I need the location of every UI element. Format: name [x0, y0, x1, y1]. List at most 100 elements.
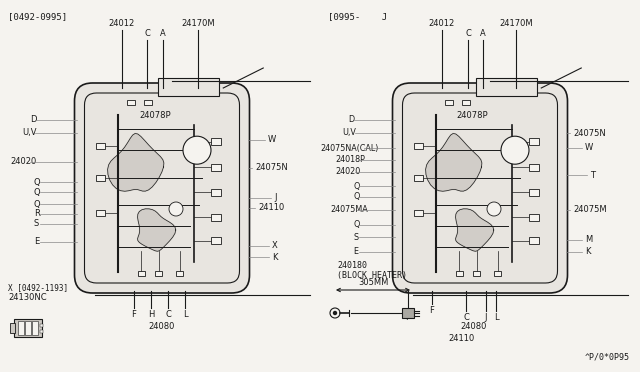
Text: 24075M: 24075M — [573, 205, 607, 215]
Text: 240180: 240180 — [337, 261, 367, 270]
Bar — [144, 100, 152, 105]
Text: Q: Q — [34, 187, 40, 196]
Text: X [0492-1193]: X [0492-1193] — [8, 283, 68, 292]
Text: [0492-0995]: [0492-0995] — [8, 12, 67, 21]
Text: H: H — [148, 310, 154, 319]
Circle shape — [183, 136, 211, 164]
Text: M: M — [585, 235, 592, 244]
Bar — [211, 237, 221, 244]
Text: U,V: U,V — [22, 128, 36, 138]
Text: L: L — [182, 310, 188, 319]
Polygon shape — [108, 134, 164, 191]
Text: A: A — [480, 29, 486, 38]
Text: 24012: 24012 — [429, 19, 455, 28]
Bar — [10, 323, 15, 333]
Bar — [456, 271, 463, 276]
Bar — [40, 330, 43, 333]
Circle shape — [330, 308, 340, 318]
Bar — [402, 308, 414, 318]
Text: W: W — [585, 144, 593, 153]
Bar — [494, 271, 501, 276]
Bar — [155, 271, 162, 276]
Text: 305MM: 305MM — [358, 278, 388, 287]
Text: Q: Q — [353, 182, 360, 190]
Circle shape — [487, 202, 501, 216]
Bar — [462, 100, 470, 105]
Bar — [95, 174, 104, 180]
Text: J: J — [484, 313, 487, 322]
Bar — [211, 138, 221, 145]
Text: T: T — [590, 170, 595, 180]
Text: K: K — [585, 247, 591, 257]
Text: A: A — [160, 29, 166, 38]
Circle shape — [501, 136, 529, 164]
Bar — [25, 321, 31, 335]
Bar — [95, 143, 104, 149]
Text: S: S — [353, 232, 358, 241]
Bar — [529, 237, 539, 244]
Polygon shape — [138, 209, 176, 251]
Text: F: F — [429, 306, 435, 315]
Text: Q: Q — [353, 221, 360, 230]
Text: K: K — [272, 253, 278, 262]
Bar — [473, 271, 480, 276]
Bar — [529, 189, 539, 196]
Bar — [445, 100, 452, 105]
Text: Q: Q — [353, 192, 360, 202]
Bar — [476, 78, 537, 96]
Text: R: R — [34, 209, 40, 218]
Text: 24170M: 24170M — [181, 19, 215, 28]
Text: S: S — [34, 219, 39, 228]
Text: 24110: 24110 — [449, 334, 475, 343]
Bar — [211, 189, 221, 196]
Text: ^P/0*0P95: ^P/0*0P95 — [585, 353, 630, 362]
Polygon shape — [456, 209, 493, 251]
Text: W: W — [268, 135, 276, 144]
Text: C: C — [165, 310, 171, 319]
Text: 24110: 24110 — [258, 203, 284, 212]
Text: D: D — [30, 115, 36, 125]
Text: 24080: 24080 — [149, 322, 175, 331]
Text: 24170M: 24170M — [499, 19, 533, 28]
FancyBboxPatch shape — [74, 83, 250, 293]
Text: 24020: 24020 — [335, 167, 360, 176]
Bar — [176, 271, 183, 276]
Text: E: E — [353, 247, 358, 257]
Bar — [14, 319, 42, 337]
Bar — [529, 214, 539, 221]
Bar — [127, 100, 134, 105]
Text: Q: Q — [34, 177, 40, 186]
Text: 24018P: 24018P — [335, 155, 365, 164]
Bar — [529, 164, 539, 170]
Text: D: D — [348, 115, 354, 125]
Text: Q: Q — [34, 199, 40, 208]
Bar — [157, 78, 219, 96]
Polygon shape — [426, 134, 482, 191]
Bar — [40, 324, 43, 327]
Bar — [138, 271, 145, 276]
Bar — [211, 214, 221, 221]
Bar — [95, 210, 104, 216]
Text: 24075MA: 24075MA — [330, 205, 368, 215]
Text: (BLOCK HEATER): (BLOCK HEATER) — [337, 271, 407, 280]
Text: J: J — [274, 193, 276, 202]
Text: C: C — [144, 29, 150, 38]
Text: [0995-    J: [0995- J — [328, 12, 387, 21]
Bar — [413, 210, 422, 216]
Text: E: E — [34, 237, 39, 247]
Text: 24075N: 24075N — [255, 164, 288, 173]
Text: 24078P: 24078P — [456, 111, 488, 120]
Bar — [413, 174, 422, 180]
Circle shape — [169, 202, 183, 216]
Text: L: L — [493, 313, 499, 322]
Text: C: C — [465, 29, 471, 38]
Text: P: P — [405, 313, 411, 322]
Text: 24020: 24020 — [10, 157, 36, 167]
Text: 24075NA(CAL): 24075NA(CAL) — [320, 144, 378, 153]
Text: 24012: 24012 — [109, 19, 135, 28]
Text: 24130NC: 24130NC — [8, 293, 47, 302]
Bar — [529, 138, 539, 145]
Circle shape — [333, 311, 337, 314]
Text: F: F — [132, 310, 136, 319]
Bar — [32, 321, 38, 335]
